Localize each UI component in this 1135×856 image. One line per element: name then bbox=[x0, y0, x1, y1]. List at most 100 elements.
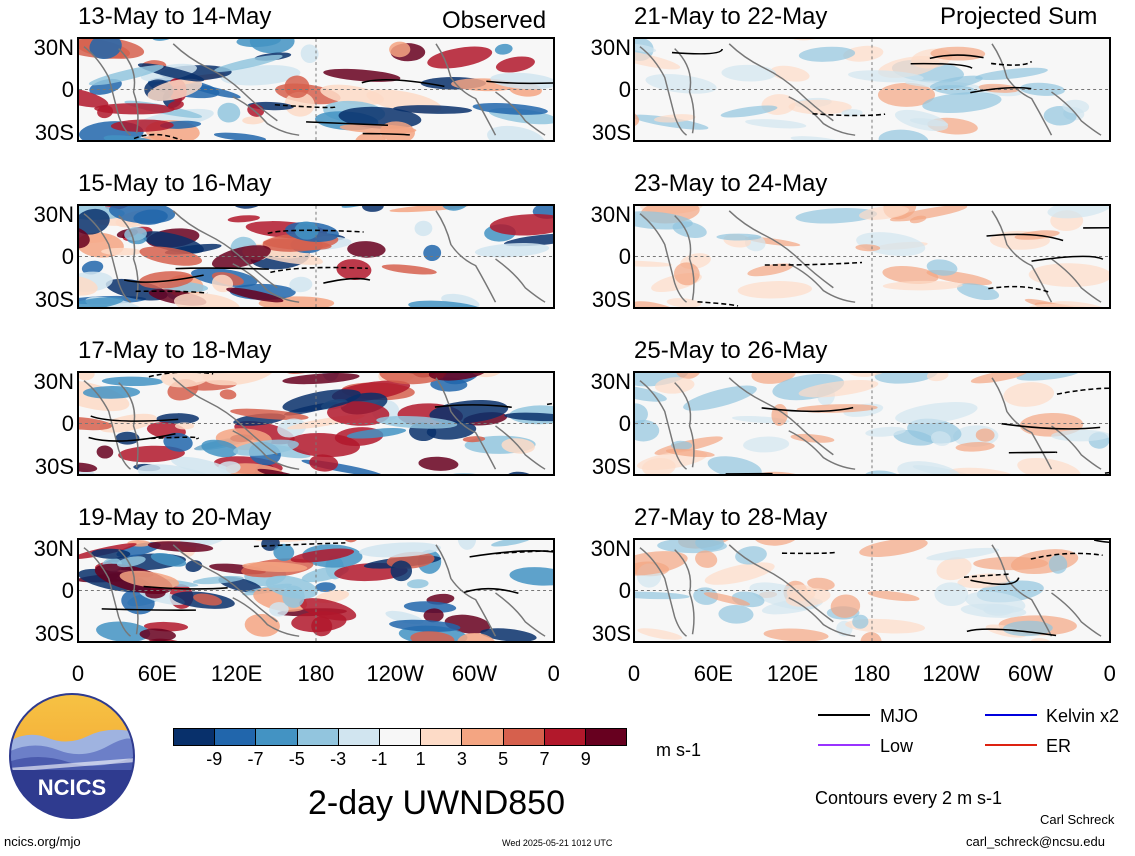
anomaly-blob bbox=[234, 420, 295, 445]
anomaly-blob bbox=[877, 82, 936, 107]
mjo-contour bbox=[761, 406, 854, 413]
anomaly-blob bbox=[282, 389, 361, 412]
coastline bbox=[728, 43, 834, 122]
x-axis-label: 120W bbox=[922, 661, 980, 686]
anomaly-blob bbox=[751, 373, 797, 384]
mjo-contour bbox=[88, 433, 176, 442]
mjo-contour bbox=[486, 80, 553, 85]
anomaly-blob bbox=[346, 428, 407, 439]
y-axis-label: 30N bbox=[33, 202, 74, 227]
colorbar-label: -1 bbox=[371, 749, 388, 769]
colorbar bbox=[173, 728, 627, 746]
anomaly-blob bbox=[635, 260, 673, 267]
coastline bbox=[83, 380, 132, 470]
mjo-contour bbox=[434, 404, 512, 409]
anomaly-blob bbox=[361, 206, 384, 212]
map-panel bbox=[633, 204, 1111, 309]
y-axis-label: 30N bbox=[590, 369, 631, 394]
mjo-contour bbox=[990, 60, 1033, 66]
y-axis-label: 30N bbox=[590, 35, 631, 60]
y-axis-label: 0 bbox=[61, 77, 74, 102]
anomaly-blob bbox=[389, 41, 411, 58]
anomaly-blob bbox=[930, 46, 986, 61]
map-panel bbox=[77, 538, 555, 643]
anomaly-blob bbox=[300, 44, 319, 64]
anomaly-blob bbox=[94, 103, 175, 115]
y-axis-label: 30S bbox=[591, 454, 631, 479]
anomaly-blob bbox=[79, 297, 124, 307]
anomaly-blob bbox=[495, 56, 535, 73]
anomaly-blob bbox=[379, 373, 447, 385]
anomaly-blob bbox=[457, 540, 477, 550]
anomaly-blob bbox=[807, 577, 835, 591]
colorbar-label: -7 bbox=[247, 749, 264, 769]
anomaly-blob bbox=[406, 579, 429, 589]
mjo-contour bbox=[966, 628, 1057, 637]
coastline bbox=[639, 547, 688, 637]
coastline bbox=[788, 430, 856, 470]
anomaly-blob bbox=[294, 221, 319, 240]
mjo-contour bbox=[463, 587, 519, 595]
coastline bbox=[991, 377, 1053, 470]
map-panel bbox=[77, 371, 555, 476]
anomaly-blob bbox=[257, 468, 302, 474]
anomaly-blob bbox=[79, 225, 90, 249]
mjo-contour bbox=[986, 233, 1064, 242]
anomaly-blob bbox=[716, 233, 762, 241]
anomaly-blob bbox=[327, 401, 390, 426]
anomaly-blob bbox=[220, 65, 301, 86]
anomaly-blob bbox=[635, 403, 648, 425]
anomaly-blob bbox=[949, 467, 1014, 474]
anomaly-blob bbox=[390, 560, 413, 582]
anomaly-blob bbox=[174, 292, 240, 307]
anomaly-blob bbox=[635, 50, 681, 70]
coastline bbox=[172, 544, 278, 623]
legend-line-er bbox=[985, 744, 1037, 746]
anomaly-blob bbox=[139, 628, 176, 641]
anomaly-blob bbox=[922, 92, 1002, 113]
x-axis-label: 60W bbox=[1007, 661, 1054, 686]
footer-timestamp: Wed 2025-05-21 1012 UTC bbox=[502, 838, 613, 848]
y-axis-label: 0 bbox=[61, 411, 74, 436]
coastline bbox=[232, 430, 300, 470]
anomaly-blob bbox=[236, 39, 281, 48]
colorbar-swatch bbox=[502, 729, 544, 745]
y-axis-label: 0 bbox=[61, 578, 74, 603]
colorbar-label: -3 bbox=[330, 749, 347, 769]
anomaly-blob bbox=[865, 426, 906, 437]
x-axis-label: 60W bbox=[451, 661, 498, 686]
anomaly-blob bbox=[233, 439, 299, 456]
anomaly-blob bbox=[983, 604, 1014, 616]
anomaly-blob bbox=[110, 119, 174, 132]
anomaly-blob bbox=[290, 548, 355, 563]
anomaly-blob bbox=[284, 75, 310, 99]
mjo-contour bbox=[274, 104, 336, 109]
coastline bbox=[232, 597, 300, 637]
anomaly-blob bbox=[79, 373, 95, 381]
anomaly-blob bbox=[975, 428, 995, 442]
mjo-contour bbox=[1001, 422, 1101, 430]
anomaly-blob bbox=[504, 412, 553, 422]
ncics-logo: NCICS bbox=[9, 693, 135, 819]
anomaly-blob bbox=[843, 45, 884, 62]
colorbar-label: 7 bbox=[539, 749, 550, 769]
anomaly-blob bbox=[735, 546, 767, 565]
y-axis-label: 30N bbox=[33, 369, 74, 394]
colorbar-label: 5 bbox=[498, 749, 509, 769]
map-panel bbox=[633, 538, 1111, 643]
anomaly-blob bbox=[299, 598, 357, 621]
anomaly-blob bbox=[217, 102, 241, 123]
anomaly-blob bbox=[704, 562, 775, 585]
anomaly-blob bbox=[494, 43, 513, 55]
coastline bbox=[435, 377, 497, 470]
mjo-contour bbox=[1031, 255, 1104, 262]
coastline bbox=[435, 544, 497, 637]
anomaly-blob bbox=[79, 275, 98, 296]
anomaly-blob bbox=[389, 619, 461, 632]
anomaly-blob bbox=[171, 456, 234, 474]
anomaly-blob bbox=[89, 39, 122, 60]
anomaly-blob bbox=[867, 590, 920, 602]
mjo-contour bbox=[175, 267, 269, 270]
anomaly-blob bbox=[323, 68, 401, 82]
anomaly-blob bbox=[315, 582, 336, 592]
